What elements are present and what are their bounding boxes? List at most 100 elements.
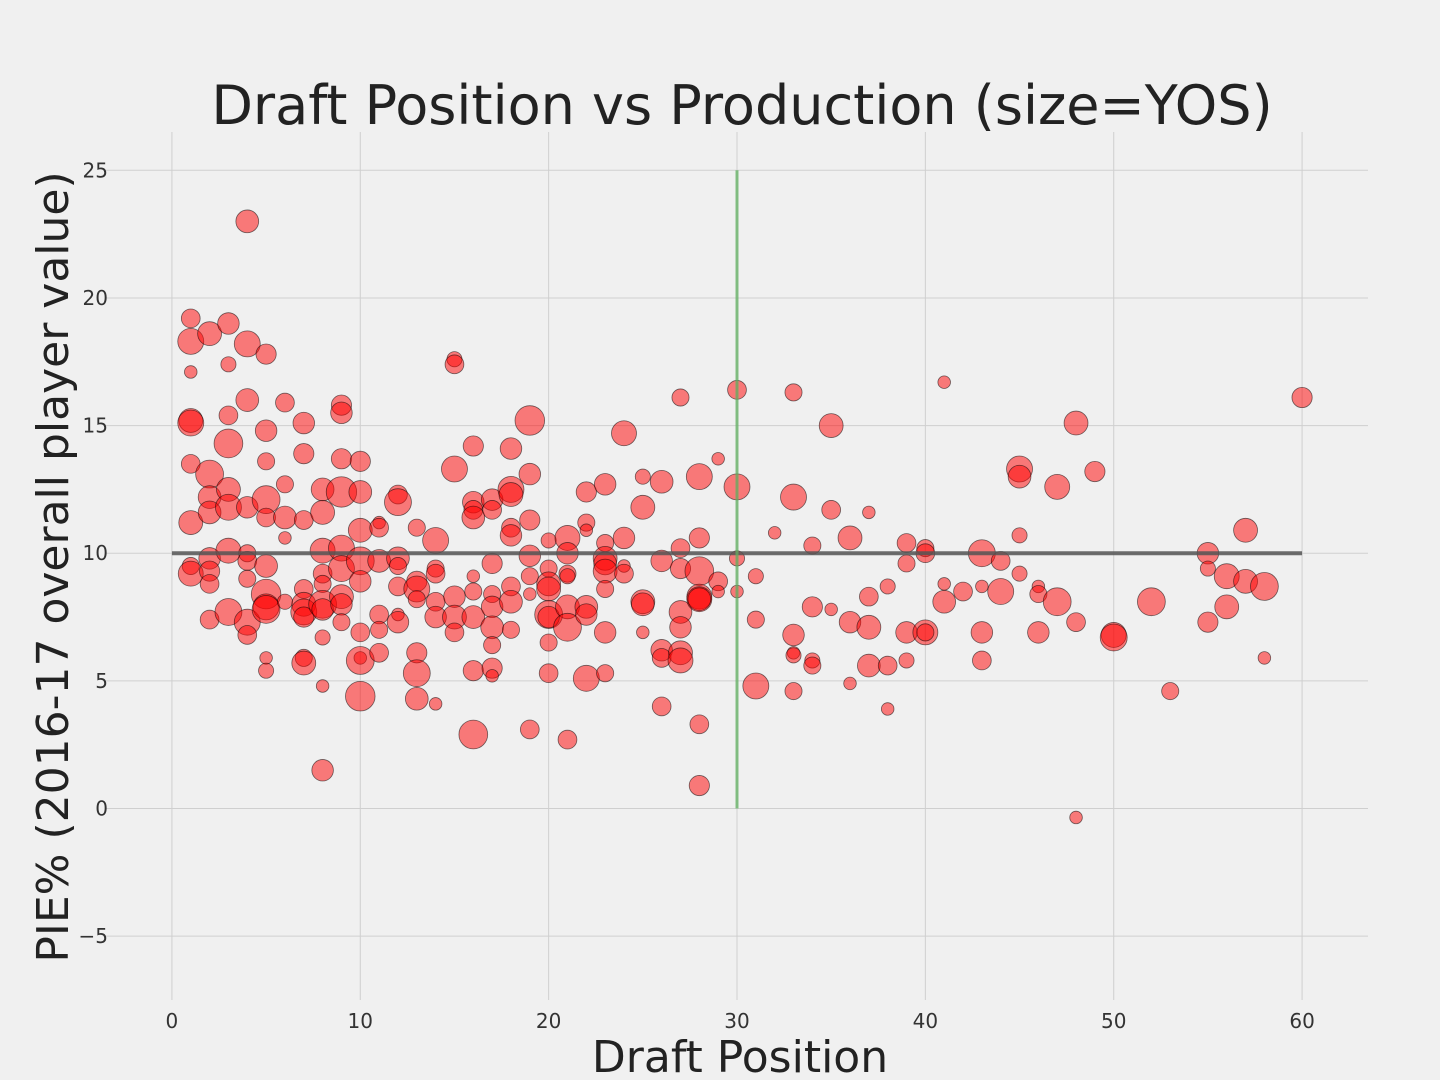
data-point [184, 365, 198, 379]
data-point [1066, 612, 1086, 632]
data-point [1199, 560, 1216, 577]
data-point [747, 568, 764, 585]
data-point [596, 664, 615, 683]
data-point [1084, 461, 1106, 483]
data-point [518, 462, 541, 486]
data-point [315, 679, 330, 693]
data-point [782, 623, 805, 647]
data-point [987, 578, 1015, 605]
data-point [444, 354, 465, 375]
data-point [483, 636, 502, 655]
data-point [425, 563, 446, 584]
data-point [519, 509, 541, 531]
data-point [461, 605, 486, 629]
data-point [313, 574, 332, 593]
data-point [257, 452, 276, 471]
data-point [1233, 517, 1258, 543]
data-point [314, 629, 331, 646]
data-point [422, 527, 450, 554]
data-point [178, 510, 204, 535]
data-point [461, 505, 486, 530]
data-point [898, 652, 915, 669]
x-tick-labels: 0 10 20 30 40 50 60 [166, 1009, 1315, 1033]
data-point [857, 653, 881, 678]
data-point [742, 672, 770, 700]
data-point [384, 488, 412, 517]
data-point [464, 582, 483, 601]
data-points [177, 209, 1313, 825]
data-point [649, 469, 674, 494]
data-point [575, 603, 598, 626]
data-point [711, 584, 725, 599]
data-point [538, 663, 559, 684]
data-point [444, 622, 465, 643]
data-point [462, 435, 484, 457]
data-point [843, 676, 857, 691]
x-tick-label: 20 [536, 1009, 561, 1033]
data-point [631, 592, 655, 617]
data-point [746, 610, 765, 629]
data-point [1044, 473, 1071, 500]
data-point [311, 759, 334, 782]
data-point [1137, 587, 1166, 617]
data-point [310, 500, 335, 525]
data-point [575, 481, 597, 503]
data-point [785, 647, 802, 664]
data-point [953, 581, 973, 602]
data-point [330, 448, 352, 470]
data-point [215, 537, 242, 564]
data-point [1011, 565, 1028, 582]
data-point [197, 321, 222, 347]
data-point [687, 587, 712, 611]
data-point [332, 613, 351, 632]
data-point [975, 579, 989, 594]
data-point [559, 568, 576, 585]
data-point [347, 517, 373, 543]
data-point [611, 420, 637, 447]
data-point [275, 475, 294, 494]
data-point [711, 452, 725, 466]
data-point [518, 544, 541, 567]
data-point [1257, 651, 1272, 665]
data-point [916, 623, 935, 642]
data-point [458, 719, 489, 750]
y-tick-label: 10 [83, 541, 108, 565]
data-point [520, 719, 540, 740]
data-point [667, 647, 694, 674]
data-point [407, 518, 426, 537]
data-point [349, 450, 371, 472]
data-point [685, 463, 713, 491]
chart-title: Draft Position vs Production (size=YOS) [211, 74, 1272, 137]
data-point [177, 409, 205, 437]
data-point [688, 775, 710, 797]
data-point [818, 413, 844, 438]
data-point [330, 593, 353, 616]
data-point [937, 577, 951, 591]
data-point [539, 633, 558, 652]
data-point [499, 437, 523, 460]
data-point [273, 505, 297, 530]
data-point [254, 554, 278, 578]
data-point [669, 616, 692, 639]
data-point [199, 574, 220, 594]
data-point [877, 655, 898, 676]
data-point [784, 383, 803, 402]
data-point [780, 483, 807, 511]
data-point [256, 507, 276, 528]
data-point [896, 533, 917, 553]
data-point [536, 576, 562, 602]
data-point [523, 587, 537, 601]
data-point [370, 620, 389, 639]
data-point [235, 209, 260, 234]
data-point [502, 620, 520, 639]
data-point [557, 729, 578, 750]
data-point [1011, 527, 1028, 544]
data-point [837, 525, 863, 551]
data-point [1042, 587, 1072, 617]
data-point [803, 656, 822, 675]
y-tick-label: 0 [95, 797, 108, 821]
data-point [1291, 386, 1313, 409]
data-point [970, 621, 994, 644]
data-point [862, 505, 876, 520]
data-point [293, 443, 315, 465]
